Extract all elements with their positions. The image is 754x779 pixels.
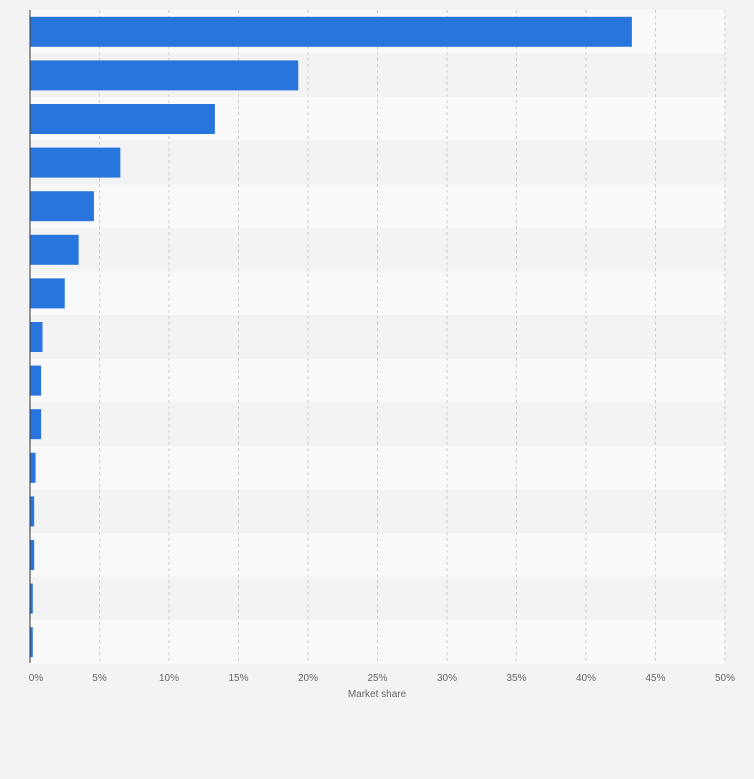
bar	[30, 452, 36, 483]
bar	[30, 409, 42, 440]
x-tick-label: 20%	[298, 673, 318, 684]
x-tick-labels: 0% 5% 10% 15% 20% 25% 30% 35% 40% 45% 50%	[29, 673, 735, 684]
bar	[30, 583, 33, 614]
x-tick-label: 35%	[506, 673, 526, 684]
bars	[30, 16, 632, 658]
bar	[30, 278, 65, 309]
x-tick-label: 40%	[576, 673, 596, 684]
bar	[30, 104, 215, 134]
bar	[30, 191, 94, 222]
bar	[30, 16, 632, 47]
bar	[30, 322, 43, 352]
bar	[30, 365, 42, 396]
x-tick-label: 10%	[159, 673, 179, 684]
bar	[30, 496, 35, 527]
x-tick-label: 45%	[645, 673, 665, 684]
x-tick-label: 30%	[437, 673, 457, 684]
x-tick-label: 0%	[29, 673, 44, 684]
bar	[30, 147, 121, 178]
x-axis-label: Market share	[348, 689, 407, 700]
x-tick-label: 5%	[92, 673, 107, 684]
bar	[30, 234, 79, 265]
bar	[30, 540, 35, 570]
x-tick-label: 25%	[367, 673, 387, 684]
bar	[30, 60, 299, 91]
x-tick-label: 50%	[715, 673, 735, 684]
bar	[30, 627, 33, 658]
x-tick-label: 15%	[228, 673, 248, 684]
